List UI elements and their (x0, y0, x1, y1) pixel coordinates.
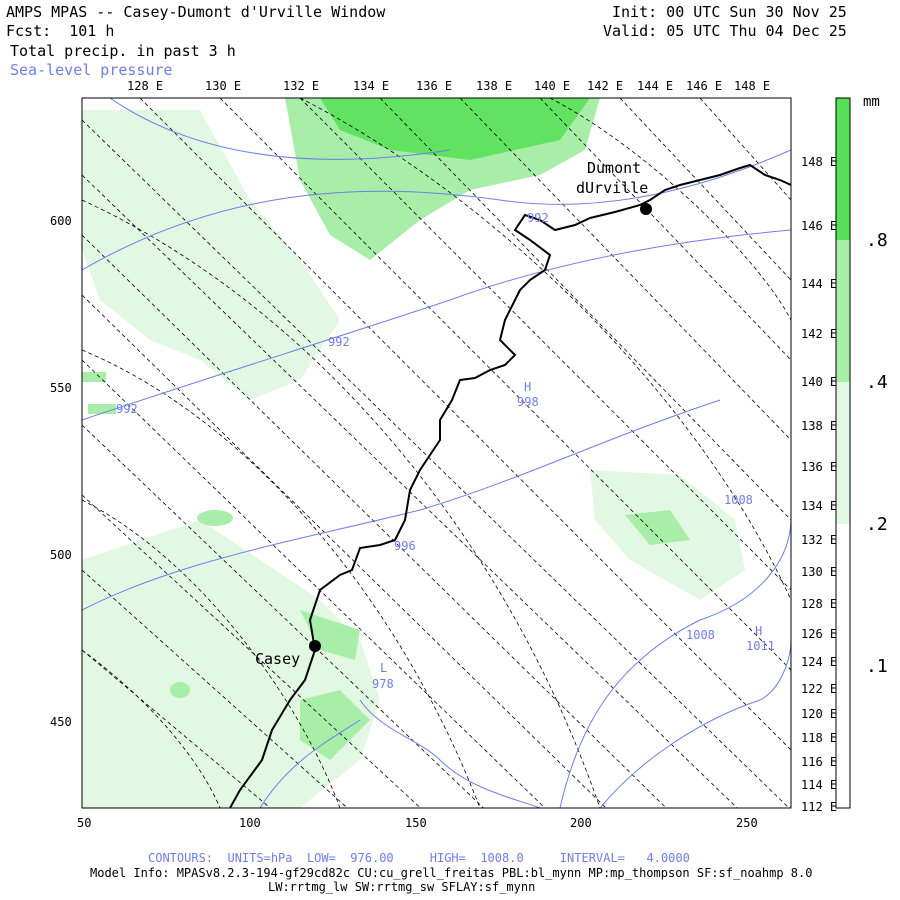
lon-label-top: 142 E (587, 79, 624, 93)
lon-label-right: 114 E (801, 778, 838, 792)
lon-label-right: 120 E (801, 707, 838, 721)
lon-label-right: 112 E (801, 800, 838, 814)
coastline (229, 163, 791, 808)
legend-swatch-none (836, 666, 850, 808)
precip-area-casey-south (300, 690, 370, 760)
x-axis-label: 200 (570, 816, 592, 830)
map-title: AMPS MPAS -- Casey-Dumont d'Urville Wind… (6, 3, 386, 21)
high-marker: H (755, 624, 763, 638)
lon-label-top: 130 E (205, 79, 242, 93)
x-axis-label: 100 (239, 816, 261, 830)
precip-area-edge (82, 372, 106, 382)
station-label-durville: dUrville (576, 179, 649, 197)
high-marker: H (524, 380, 532, 394)
legend-swatch-light (836, 524, 850, 666)
legend-swatch-mid (836, 240, 850, 382)
lon-label-right: 146 E (801, 219, 838, 233)
lat-lon-grid (82, 98, 791, 808)
precip-area-east-core (625, 510, 690, 545)
lon-label-top: 140 E (534, 79, 571, 93)
lon-label-top: 132 E (283, 79, 320, 93)
lon-label-right: 134 E (801, 499, 838, 513)
contour-label: 978 (372, 677, 394, 691)
valid-time: Valid: 05 UTC Thu 04 Dec 25 (603, 22, 847, 40)
lon-label-right: 130 E (801, 565, 838, 579)
station-marker-casey (309, 640, 321, 652)
y-axis-label: 500 (50, 548, 72, 562)
precip-area-west (82, 110, 340, 400)
contour-label: 998 (517, 395, 539, 409)
low-marker: L (380, 661, 388, 675)
init-time: Init: 00 UTC Sun 30 Nov 25 (612, 3, 847, 21)
lon-label-top: 136 E (416, 79, 453, 93)
contours-info: CONTOURS: UNITS=hPa LOW= 976.00 HIGH= 10… (148, 851, 690, 865)
lon-label-top: 144 E (637, 79, 674, 93)
lon-label-top: 128 E (127, 79, 164, 93)
lon-label-right: 118 E (801, 731, 838, 745)
field-name: Total precip. in past 3 h (10, 42, 236, 60)
contour-label: 1011 (746, 639, 775, 653)
x-axis-label: 250 (736, 816, 758, 830)
x-axis-label: 50 (77, 816, 92, 830)
legend-level: .4 (866, 372, 888, 393)
lon-label-right: 126 E (801, 627, 838, 641)
lon-label-right: 128 E (801, 597, 838, 611)
precip-shading (82, 98, 745, 808)
contour-label: 992 (328, 335, 350, 349)
lon-label-right: 122 E (801, 682, 838, 696)
legend-level: .2 (866, 514, 888, 535)
pressure-contours (82, 98, 791, 808)
station-label-casey: Casey (255, 650, 301, 668)
legend-unit: mm (863, 94, 880, 110)
lon-label-right: 148 E (801, 155, 838, 169)
lon-label-right: 144 E (801, 277, 838, 291)
lon-label-top: 148 E (734, 79, 771, 93)
x-axis-label: 150 (405, 816, 427, 830)
lon-label-top: 134 E (353, 79, 390, 93)
contour-label: 1008 (686, 628, 715, 642)
precip-area-southwest (82, 520, 380, 808)
legend-colorbar (835, 97, 851, 809)
contour-label: 992 (116, 402, 138, 416)
legend-level: .8 (866, 230, 888, 251)
y-axis-label: 550 (50, 381, 72, 395)
precip-area-north-core (320, 98, 590, 160)
contour-label: 992 (527, 211, 549, 225)
contour-label: 996 (394, 539, 416, 553)
lon-label-right: 132 E (801, 533, 838, 547)
lon-label-right: 116 E (801, 755, 838, 769)
lon-label-right: 140 E (801, 375, 838, 389)
precip-area-edge-2 (88, 404, 116, 414)
overlay-name: Sea-level pressure (10, 61, 173, 79)
lon-label-right: 136 E (801, 460, 838, 474)
forecast-hour: Fcst: 101 h (6, 22, 115, 40)
lon-label-right: 138 E (801, 419, 838, 433)
physics-info: LW:rrtmg_lw SW:rrtmg_sw SFLAY:sf_mynn (268, 880, 536, 894)
lon-label-right: 124 E (801, 655, 838, 669)
y-axis-label: 450 (50, 715, 72, 729)
precip-area-spot (197, 510, 233, 526)
plot-frame (81, 97, 792, 809)
lon-label-top: 138 E (476, 79, 513, 93)
legend-swatch-low (836, 382, 850, 524)
station-label-dumont: Dumont (587, 159, 642, 177)
y-axis-label: 600 (50, 214, 72, 228)
legend-level: .1 (866, 656, 888, 677)
precip-area-casey (300, 610, 360, 660)
model-info: Model Info: MPASv8.2.3-194-gf29cd82c CU:… (90, 866, 813, 880)
lon-label-top: 146 E (686, 79, 723, 93)
precip-area-spot-2 (170, 682, 190, 698)
lon-label-right: 142 E (801, 327, 838, 341)
station-marker-dumont-durville (640, 203, 652, 215)
contour-label: 1008 (724, 493, 753, 507)
legend-swatch-high (836, 98, 850, 240)
